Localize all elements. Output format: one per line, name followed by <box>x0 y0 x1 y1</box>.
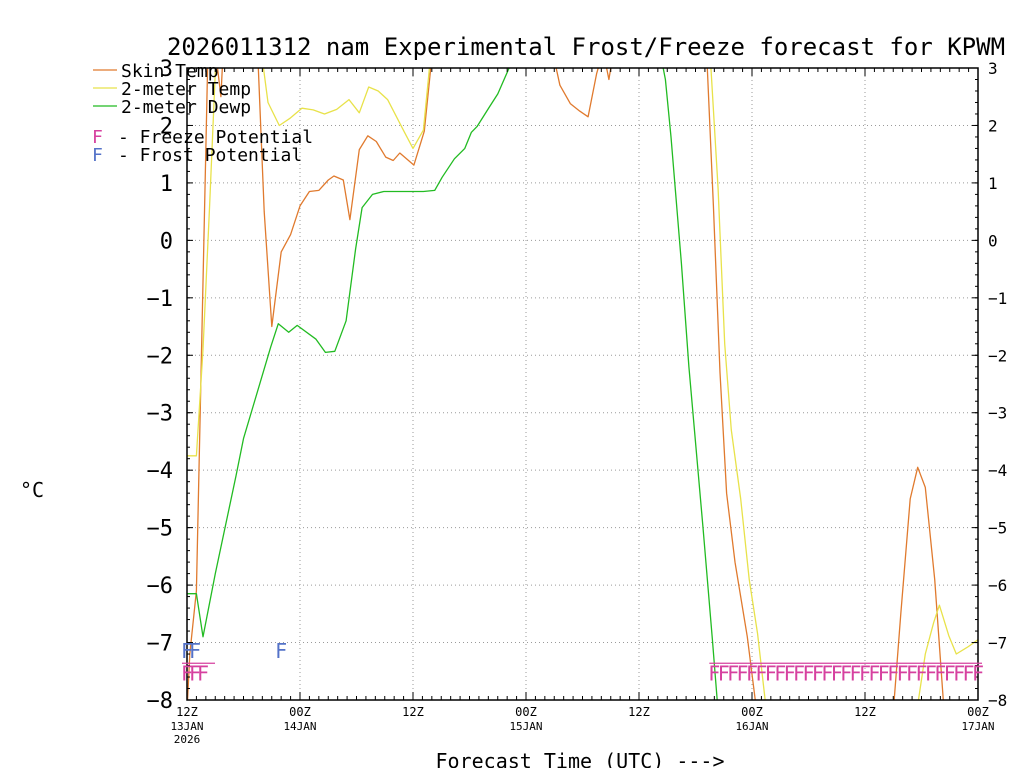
x-tick-label: 00Z <box>741 705 763 719</box>
series-layer <box>187 68 978 700</box>
freeze-marker: F <box>850 661 862 685</box>
y-tick-label-left: −3 <box>147 402 174 427</box>
x-tick-label: 12Z <box>628 705 650 719</box>
freeze-marker: F <box>887 661 899 685</box>
y-tick-label-right: −7 <box>988 634 1007 653</box>
legend-label: Skin Temp <box>121 61 219 82</box>
freeze-marker: F <box>727 661 739 685</box>
x-axis-label: Forecast Time (UTC) ---> <box>436 749 725 768</box>
x-tick-sublabel: 14JAN <box>283 720 316 733</box>
legend-label: 2-meter Temp <box>121 79 251 100</box>
freeze-marker: F <box>840 661 852 685</box>
freeze-marker: F <box>878 661 890 685</box>
y-axis-label: °C <box>20 478 44 502</box>
legend-frost-label: - Frost Potential <box>118 145 302 166</box>
freeze-marker: F <box>934 661 946 685</box>
freeze-marker: F <box>859 661 871 685</box>
y-tick-label-right: −5 <box>988 519 1007 538</box>
x-tick-sublabel: 15JAN <box>509 720 542 733</box>
freeze-marker: F <box>963 661 975 685</box>
y-tick-label-left: −2 <box>147 344 174 369</box>
frost-marker: F <box>189 639 201 663</box>
freeze-marker: F <box>972 661 984 685</box>
y-tick-label-right: 1 <box>988 174 998 193</box>
freeze-marker: F <box>821 661 833 685</box>
freeze-marker: F <box>765 661 777 685</box>
y-tick-label-right: 2 <box>988 116 998 135</box>
x-tick-sublabel: 2026 <box>174 733 201 746</box>
freeze-marker: F <box>802 661 814 685</box>
y-tick-label-left: −1 <box>147 287 174 312</box>
y-tick-label-right: 0 <box>988 231 998 250</box>
freeze-marker: F <box>189 661 201 685</box>
y-tick-label-right: 3 <box>988 59 998 78</box>
freeze-marker: F <box>953 661 965 685</box>
x-tick-label: 00Z <box>967 705 989 719</box>
series-line-skin-temp <box>187 68 944 700</box>
legend-freeze-label: - Freeze Potential <box>118 127 313 148</box>
y-tick-label-right: −1 <box>988 289 1007 308</box>
x-tick-sublabel: 13JAN <box>170 720 203 733</box>
freeze-marker: F <box>868 661 880 685</box>
freeze-marker: F <box>793 661 805 685</box>
plot-frame <box>186 67 979 701</box>
freeze-marker: F <box>897 661 909 685</box>
freeze-marker: F <box>746 661 758 685</box>
freeze-marker: F <box>197 661 209 685</box>
x-tick-sublabel: 17JAN <box>961 720 994 733</box>
frost-marker: F <box>275 639 287 663</box>
legend-label: 2-meter Dewp <box>121 97 251 118</box>
x-tick-label: 12Z <box>402 705 424 719</box>
frost-marker: F <box>181 639 193 663</box>
y-tick-label-left: 0 <box>160 229 173 254</box>
y-tick-label-left: 3 <box>160 57 173 82</box>
y-tick-label-right: −6 <box>988 576 1007 595</box>
y-tick-label-right: −8 <box>988 691 1007 710</box>
freeze-marker: F <box>784 661 796 685</box>
grid-lines <box>187 68 978 700</box>
freeze-marker: F <box>708 661 720 685</box>
y-tick-label-left: −5 <box>147 517 174 542</box>
y-tick-label-right: −2 <box>988 346 1007 365</box>
freeze-marker: F <box>831 661 843 685</box>
freeze-marker: F <box>737 661 749 685</box>
freeze-marker: F <box>944 661 956 685</box>
axis-ticks: 3 3 2 2 1 1 0 0 −1 −1 −2 −2 −3 −3 −4 −4 −5 −5 −6 −6 −7 −7 −8 −8… <box>147 57 1008 746</box>
y-tick-label-left: 1 <box>160 172 173 197</box>
x-tick-sublabel: 16JAN <box>735 720 768 733</box>
freeze-marker: F <box>718 661 730 685</box>
series-line-2-meter-dewp <box>187 68 718 700</box>
legend-frost-glyph: F <box>92 145 103 166</box>
y-tick-label-left: −4 <box>147 459 174 484</box>
freeze-marker: F <box>774 661 786 685</box>
freeze-marker: F <box>925 661 937 685</box>
legend-freeze-glyph: F <box>92 127 103 148</box>
series-line-2-meter-temp <box>187 68 978 700</box>
y-tick-label-left: −7 <box>147 632 174 657</box>
freeze-marker: F <box>906 661 918 685</box>
y-tick-label-right: −3 <box>988 404 1007 423</box>
x-tick-label: 00Z <box>515 705 537 719</box>
y-tick-label-left: 2 <box>160 114 173 139</box>
chart-title: 2026011312 nam Experimental Frost/Freeze… <box>167 33 1005 61</box>
freeze-marker: F <box>755 661 767 685</box>
x-tick-label: 12Z <box>854 705 876 719</box>
x-tick-label: 12Z <box>176 705 198 719</box>
y-tick-label-left: −6 <box>147 574 174 599</box>
x-tick-label: 00Z <box>289 705 311 719</box>
freeze-marker: F <box>181 661 193 685</box>
freeze-marker: F <box>915 661 927 685</box>
freeze-marker: F <box>812 661 824 685</box>
y-tick-label-right: −4 <box>988 461 1007 480</box>
y-tick-label-left: −8 <box>147 689 174 714</box>
